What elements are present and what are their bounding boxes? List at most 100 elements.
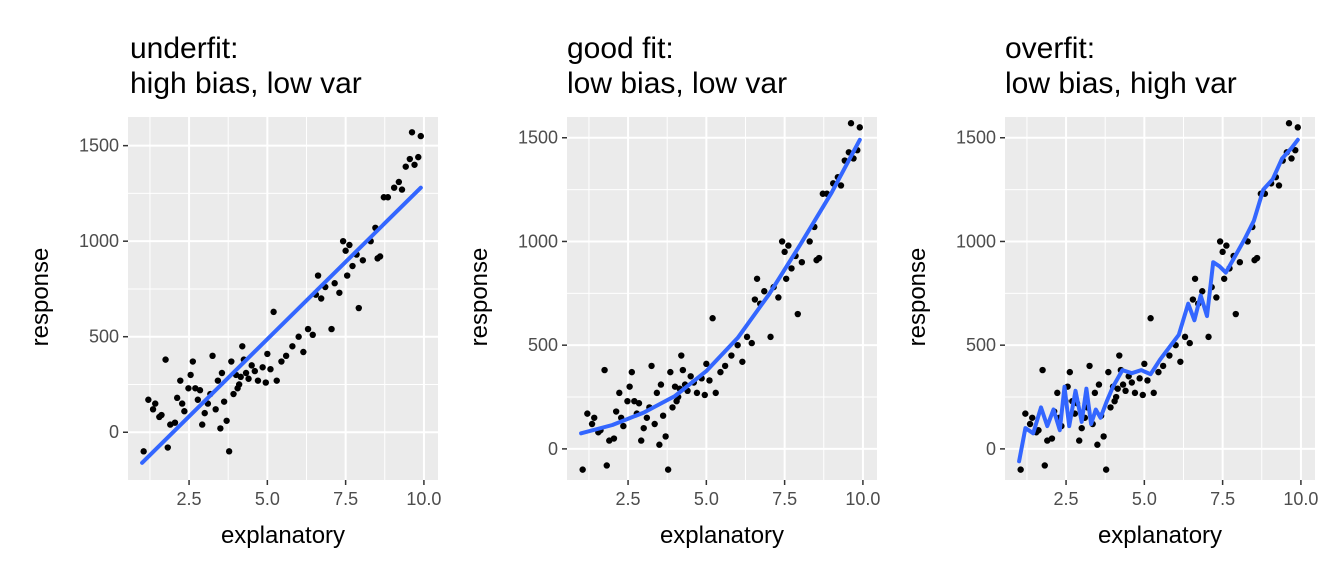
x-tick-label: 2.5 — [1054, 489, 1079, 509]
y-tick-label: 1500 — [79, 136, 119, 156]
data-point — [709, 315, 716, 322]
x-axis-label: explanatory — [221, 522, 345, 549]
data-point — [1285, 120, 1293, 127]
data-point — [331, 280, 338, 287]
data-point — [1155, 368, 1162, 376]
data-point — [610, 435, 618, 442]
data-point — [415, 153, 422, 161]
data-point — [806, 238, 813, 245]
data-point — [616, 389, 623, 397]
y-axis-label: response — [466, 248, 493, 347]
data-point — [1141, 360, 1148, 368]
data-point — [591, 414, 598, 421]
data-point — [624, 397, 631, 405]
data-point — [1091, 389, 1099, 397]
data-point — [228, 358, 235, 365]
data-point — [717, 368, 724, 376]
data-point — [346, 241, 353, 249]
data-point — [1205, 333, 1212, 341]
x-tick-label: 7.5 — [1210, 489, 1235, 509]
data-point — [721, 362, 729, 370]
data-point — [187, 371, 194, 379]
data-point — [349, 262, 356, 270]
data-point — [262, 379, 269, 386]
data-point — [220, 398, 228, 405]
data-point — [273, 377, 280, 384]
data-point — [295, 333, 302, 340]
x-tick-label: 10.0 — [1283, 489, 1318, 509]
data-point — [1216, 238, 1224, 245]
data-point — [656, 441, 663, 448]
data-point — [1288, 155, 1295, 162]
data-point — [300, 348, 307, 356]
data-point — [328, 325, 335, 333]
data-point — [662, 433, 669, 440]
data-point — [640, 424, 647, 432]
data-point — [1114, 385, 1121, 392]
data-point — [406, 155, 414, 163]
data-point — [1029, 414, 1036, 421]
fit-line — [140, 185, 423, 465]
data-point — [1022, 410, 1029, 417]
data-point — [402, 163, 409, 170]
data-point — [1128, 379, 1136, 386]
data-point — [1094, 441, 1101, 448]
y-axis-label: response — [27, 248, 54, 347]
data-point — [1116, 352, 1123, 359]
data-point — [612, 408, 620, 415]
data-point — [1076, 437, 1083, 444]
data-point — [359, 257, 367, 264]
data-point — [398, 186, 406, 193]
data-point — [767, 333, 774, 341]
data-point — [162, 356, 169, 363]
panel-background — [128, 117, 438, 480]
data-point — [1039, 366, 1046, 374]
plot-area: 2.5 5.0 7.5 10.0 0 500 1000 1500 — [956, 117, 1318, 509]
data-point — [314, 272, 322, 279]
data-point — [411, 161, 418, 168]
data-point — [1191, 275, 1199, 282]
plot-area: 2.5 5.0 7.5 10.0 0 500 1000 1500 — [518, 117, 880, 509]
y-tick-label: 0 — [109, 422, 119, 442]
data-point — [667, 368, 674, 376]
data-point — [318, 295, 325, 302]
data-point — [653, 389, 661, 397]
data-point — [651, 420, 658, 428]
panel-title-line-2: low bias, low var — [567, 67, 787, 100]
data-point — [1236, 259, 1244, 266]
data-point — [237, 373, 244, 381]
data-point — [152, 400, 159, 407]
data-point — [270, 308, 277, 316]
data-point — [355, 304, 362, 312]
data-point — [743, 333, 751, 341]
data-point — [1048, 435, 1056, 442]
fit-line — [579, 137, 862, 436]
data-point — [1177, 358, 1184, 365]
data-point — [657, 381, 665, 388]
data-point — [1078, 424, 1085, 432]
data-point — [1275, 182, 1283, 189]
data-point — [1131, 389, 1139, 397]
data-point — [1144, 377, 1151, 384]
data-point — [145, 396, 152, 403]
data-point — [706, 377, 713, 384]
data-point — [1100, 433, 1107, 440]
data-point — [248, 362, 255, 369]
data-point — [1253, 254, 1261, 262]
data-point — [336, 289, 343, 296]
data-point — [1166, 352, 1173, 359]
y-tick-label: 500 — [966, 335, 996, 355]
data-point — [693, 389, 701, 397]
data-point — [728, 352, 735, 359]
data-point — [245, 375, 252, 382]
data-point — [1199, 288, 1206, 295]
y-tick-label: 500 — [89, 327, 119, 347]
data-point — [282, 352, 290, 360]
data-point — [267, 365, 274, 373]
data-point — [1220, 275, 1228, 282]
data-point — [751, 296, 759, 303]
x-tick-label: 5.0 — [255, 489, 280, 509]
data-point — [149, 406, 157, 413]
data-point — [1159, 362, 1167, 370]
data-point — [1186, 339, 1193, 347]
